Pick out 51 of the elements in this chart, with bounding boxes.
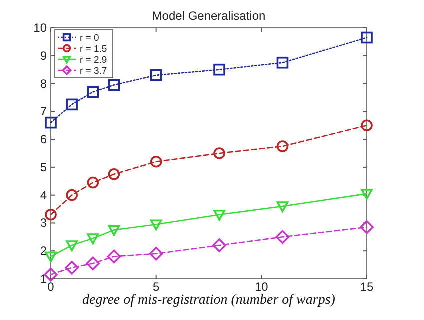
x-tick-label: 10: [254, 280, 269, 294]
point: [150, 70, 162, 82]
y-tick-label: 2: [40, 244, 48, 258]
point: [361, 120, 373, 132]
point: [87, 86, 100, 98]
point: [276, 230, 290, 244]
legend-label: r = 3.7: [80, 66, 108, 77]
point: [45, 116, 57, 129]
legend-label: r = 0: [80, 33, 100, 44]
point: [214, 210, 226, 221]
y-tick-label: 5: [40, 160, 48, 174]
point: [87, 234, 100, 244]
point: [108, 225, 120, 236]
point: [360, 220, 374, 234]
point: [66, 189, 78, 202]
y-tick-label: 7: [40, 104, 48, 119]
point: [214, 64, 226, 76]
point: [276, 56, 289, 69]
y-tick-label: 3: [40, 216, 48, 230]
point: [150, 220, 162, 231]
point: [149, 247, 164, 261]
chart-title: Model Generalisation: [152, 9, 266, 23]
point: [107, 250, 122, 264]
y-tick-label: 4: [40, 188, 48, 202]
point: [361, 32, 373, 44]
point: [66, 240, 78, 252]
x-axis-title: degree of mis-registration (number of warps): [82, 293, 336, 308]
y-tick-label: 6: [40, 132, 48, 147]
x-tick-label: 15: [360, 280, 374, 294]
y-tick-label: 9: [40, 48, 48, 63]
point: [361, 189, 373, 200]
legend-label: r = 1.5: [80, 44, 108, 55]
x-tick-label: 5: [152, 280, 160, 294]
point: [87, 176, 100, 189]
point: [66, 98, 78, 111]
y-tick-label: 1: [40, 272, 48, 286]
point: [150, 156, 162, 168]
point: [276, 202, 289, 212]
point: [108, 168, 120, 180]
point: [45, 252, 57, 263]
point: [45, 208, 57, 221]
point: [86, 256, 100, 271]
point: [108, 79, 120, 92]
point: [65, 260, 79, 275]
y-tick-label: 8: [40, 76, 48, 91]
point: [212, 238, 226, 252]
legend-label: r = 2.9: [80, 55, 108, 66]
y-tick-label: 10: [34, 21, 48, 35]
point: [214, 148, 226, 160]
point: [276, 140, 289, 152]
x-tick-label: 0: [48, 280, 55, 294]
